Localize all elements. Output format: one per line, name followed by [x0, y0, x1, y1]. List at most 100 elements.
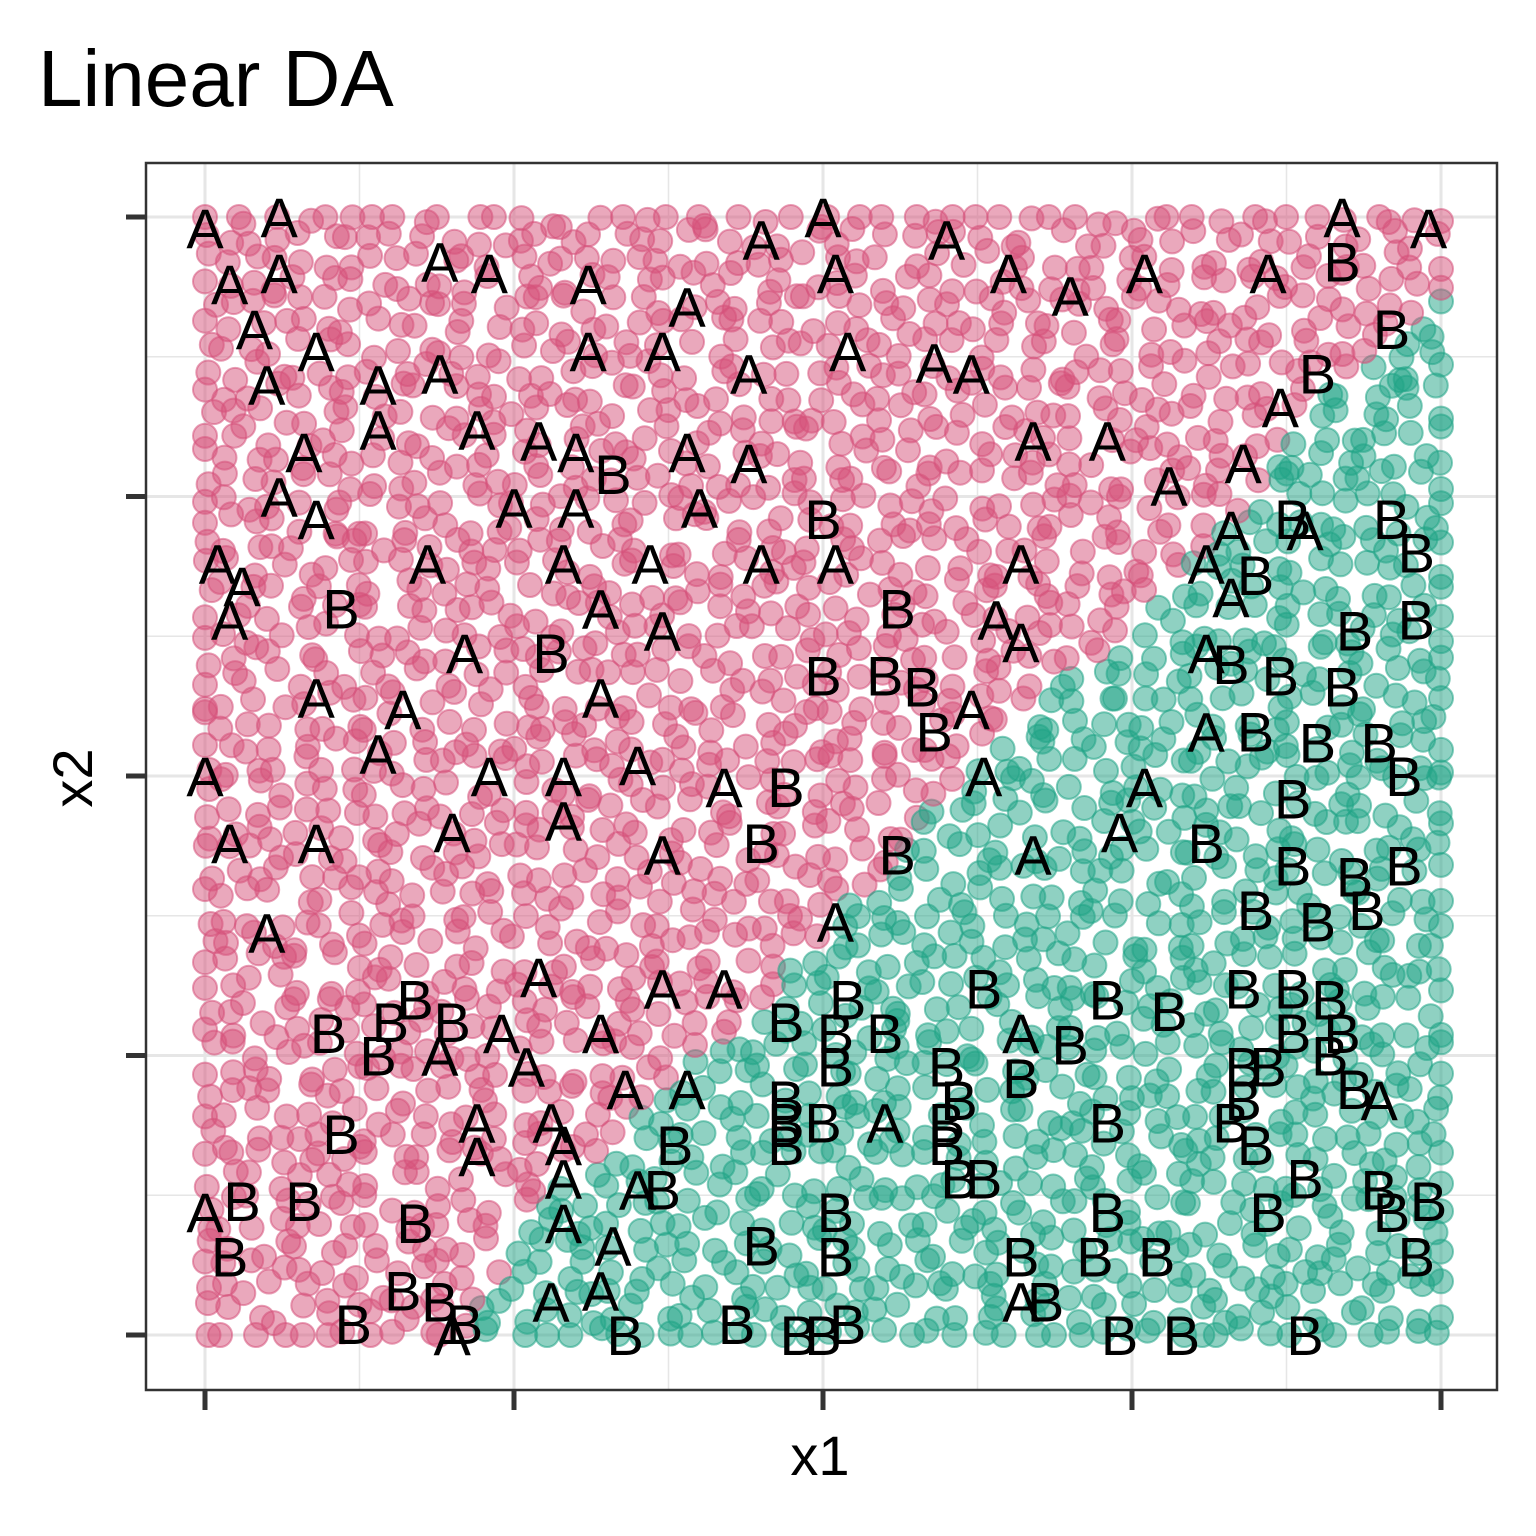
region-point-a — [548, 516, 575, 543]
region-point-a — [763, 568, 790, 595]
region-point-a — [623, 844, 650, 871]
region-point-a — [433, 556, 460, 583]
region-point-a — [260, 278, 287, 304]
region-point-a — [350, 781, 377, 808]
region-point-b — [1079, 1154, 1105, 1181]
region-point-a — [207, 568, 234, 595]
point-label-b: B — [607, 1304, 644, 1367]
point-label-b: B — [1212, 633, 1249, 696]
region-point-a — [351, 930, 378, 957]
region-point-b — [641, 1166, 668, 1192]
region-point-a — [282, 819, 309, 846]
point-label-a: A — [557, 421, 595, 484]
region-point-a — [939, 765, 966, 792]
region-point-a — [691, 212, 718, 239]
region-point-a — [1020, 491, 1047, 518]
point-label-a: A — [644, 600, 682, 663]
point-label-b: B — [1410, 1170, 1447, 1233]
region-point-a — [254, 493, 280, 520]
region-point-a — [631, 489, 658, 516]
region-point-a — [885, 714, 912, 741]
region-point-a — [730, 404, 757, 431]
region-point-b — [889, 1263, 915, 1290]
region-point-b — [666, 1302, 693, 1329]
region-point-a — [399, 882, 426, 909]
region-point-a — [255, 736, 282, 763]
region-point-a — [846, 292, 873, 319]
point-label-a: A — [298, 667, 336, 730]
region-point-a — [269, 914, 296, 941]
region-point-b — [1038, 884, 1065, 911]
region-point-a — [707, 865, 734, 892]
region-point-a — [548, 321, 575, 348]
region-point-a — [617, 771, 644, 798]
region-point-a — [1200, 299, 1227, 326]
region-point-a — [498, 401, 525, 428]
region-point-a — [338, 900, 365, 926]
region-point-a — [969, 431, 996, 458]
region-point-b — [678, 1144, 705, 1171]
region-point-a — [682, 1031, 708, 1058]
point-label-a: A — [421, 231, 459, 294]
region-point-b — [909, 969, 936, 995]
region-point-b — [1393, 1022, 1420, 1049]
point-label-a: A — [705, 957, 743, 1020]
region-point-b — [772, 1087, 799, 1114]
point-label-b: B — [804, 1092, 841, 1155]
region-point-b — [1380, 453, 1407, 480]
region-point-a — [757, 667, 784, 694]
region-point-a — [526, 816, 553, 843]
region-point-a — [474, 871, 501, 898]
region-point-b — [1158, 709, 1185, 735]
region-point-a — [1108, 476, 1135, 503]
region-point-a — [837, 465, 864, 492]
region-point-a — [962, 204, 989, 230]
region-point-a — [511, 959, 538, 986]
region-point-a — [833, 561, 860, 588]
region-point-a — [520, 1178, 547, 1205]
point-label-a: A — [248, 354, 286, 417]
region-point-a — [195, 652, 222, 679]
region-point-a — [716, 803, 742, 830]
region-point-b — [826, 1175, 852, 1202]
region-point-a — [379, 204, 406, 230]
point-label-b: B — [532, 622, 569, 685]
point-label-a: A — [261, 186, 299, 249]
region-point-a — [328, 825, 354, 852]
point-label-b: B — [594, 443, 631, 506]
region-point-a — [584, 844, 611, 871]
region-point-a — [403, 1144, 430, 1171]
region-point-a — [941, 644, 968, 671]
region-point-b — [1006, 755, 1033, 782]
point-label-a: A — [817, 890, 855, 953]
region-point-a — [609, 1064, 636, 1091]
region-point-a — [210, 1102, 237, 1129]
region-point-b — [1065, 1309, 1092, 1336]
region-point-a — [1068, 560, 1095, 587]
region-point-a — [815, 332, 842, 359]
region-point-a — [383, 276, 410, 302]
region-point-a — [587, 204, 614, 231]
region-point-a — [287, 673, 314, 700]
region-point-a — [652, 204, 679, 230]
region-point-b — [1144, 1184, 1171, 1211]
region-point-a — [561, 1068, 588, 1095]
point-label-a: A — [261, 242, 299, 305]
point-label-b: B — [817, 1036, 854, 1099]
region-point-b — [1344, 465, 1371, 492]
region-point-b — [1093, 757, 1119, 784]
region-point-a — [379, 1121, 406, 1148]
point-label-b: B — [767, 756, 804, 819]
region-point-a — [701, 906, 728, 933]
region-point-a — [1055, 403, 1081, 430]
point-label-b: B — [1299, 343, 1336, 406]
region-point-a — [912, 583, 939, 610]
region-point-b — [1373, 406, 1400, 433]
region-point-b — [1332, 487, 1359, 514]
region-point-a — [1102, 210, 1129, 237]
region-point-a — [233, 913, 260, 940]
point-label-a: A — [434, 801, 472, 864]
region-point-a — [525, 867, 552, 894]
region-point-a — [551, 279, 578, 306]
region-point-b — [874, 953, 901, 980]
